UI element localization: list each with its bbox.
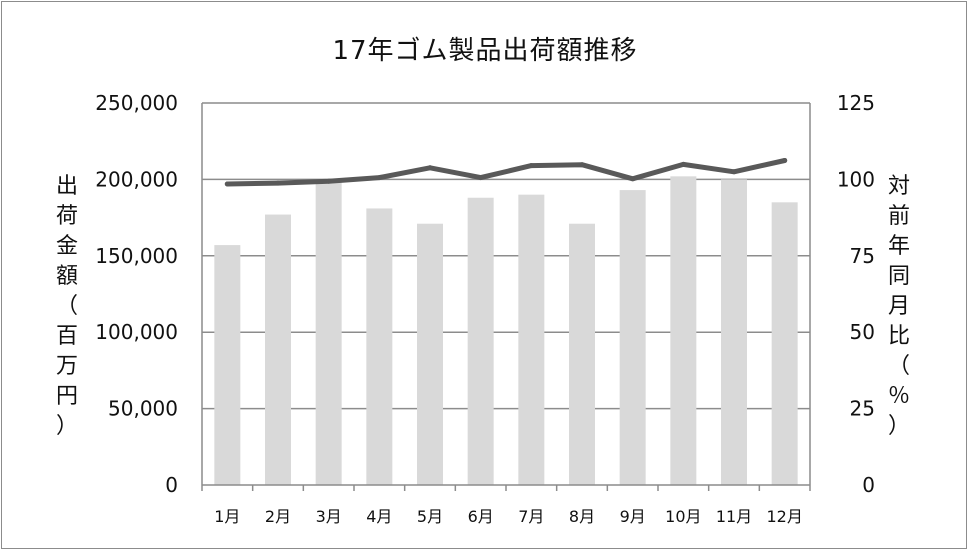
y-tick-label-left: 0 [165, 473, 178, 497]
x-tick-label: 8月 [569, 507, 595, 526]
axis-label-char: ） [887, 414, 910, 439]
bar [569, 223, 595, 485]
axis-label-char: 対 [887, 174, 910, 199]
y-tick-label-left: 100,000 [95, 320, 178, 344]
bar [670, 176, 697, 485]
axis-label-char: 荷 [55, 204, 78, 229]
x-tick-label: 5月 [417, 507, 443, 526]
axis-label-char: （ [887, 354, 910, 379]
y-tick-label-right: 100 [837, 167, 875, 191]
chart-title: 17年ゴム製品出荷額推移 [332, 36, 638, 66]
line-point [680, 161, 686, 167]
axis-label-char: 円 [55, 384, 78, 409]
bar [518, 194, 545, 485]
axis-label-char: 万 [55, 354, 78, 379]
line-point [275, 180, 281, 186]
line-point [528, 163, 534, 169]
line-series [224, 158, 788, 187]
y-tick-label-left: 50,000 [108, 397, 178, 421]
axis-label-char: ） [55, 414, 78, 439]
bar [467, 197, 494, 485]
bar [265, 214, 291, 485]
axis-label-char: 前 [887, 204, 910, 229]
line-point [427, 165, 433, 171]
x-tick-label: 2月 [265, 507, 291, 526]
line-point [579, 162, 585, 168]
x-tick-label: 11月 [716, 507, 752, 526]
axis-label-char: 同 [887, 264, 910, 289]
y-axis-label-right: 対前年同月比 （ ％ ） [884, 172, 914, 442]
x-tick-label: 7月 [518, 507, 544, 526]
bar [721, 179, 747, 485]
bar [771, 202, 798, 485]
y-tick-label-left: 250,000 [95, 91, 178, 115]
y-tick-label-right: 0 [862, 473, 875, 497]
bar [417, 223, 443, 485]
line-point [326, 178, 332, 184]
axis-label-char: 百 [55, 324, 78, 349]
y-tick-label-right: 25 [850, 397, 875, 421]
y-tick-label-right: 75 [850, 244, 875, 268]
x-tick-label: 1月 [214, 507, 240, 526]
axis-label-char: （ [55, 294, 78, 319]
x-tick-label: 9月 [620, 507, 646, 526]
axis-label-char: 年 [887, 234, 910, 259]
y-axis-label-left: 出荷金額 （ 百万円 ） [52, 172, 82, 442]
axis-label-char: 額 [55, 264, 78, 289]
axis-label-char: 比 [887, 324, 910, 349]
line-point [630, 176, 636, 182]
line-point [376, 175, 382, 181]
y-tick-label-right: 125 [837, 91, 875, 115]
x-tick-label: 10月 [665, 507, 701, 526]
y-tick-label-left: 200,000 [95, 167, 178, 191]
x-tick-label: 6月 [468, 507, 494, 526]
axis-label-char: 出 [55, 174, 78, 199]
line-point [731, 169, 737, 175]
bar [366, 208, 393, 485]
y-tick-label-right: 50 [850, 320, 875, 344]
x-tick-label: 4月 [366, 507, 392, 526]
axis-label-char: 金 [55, 234, 78, 259]
axis-label-char: 月 [887, 294, 910, 319]
bar [214, 245, 241, 485]
axis-label-char: ％ [887, 384, 910, 409]
x-tick-label: 3月 [316, 507, 342, 526]
y-tick-label-left: 150,000 [95, 244, 178, 268]
line-point [478, 175, 484, 181]
bar [315, 180, 342, 486]
line-point [782, 157, 788, 163]
line-point [224, 181, 230, 187]
x-tick-label: 12月 [766, 507, 802, 526]
bar [619, 190, 646, 485]
